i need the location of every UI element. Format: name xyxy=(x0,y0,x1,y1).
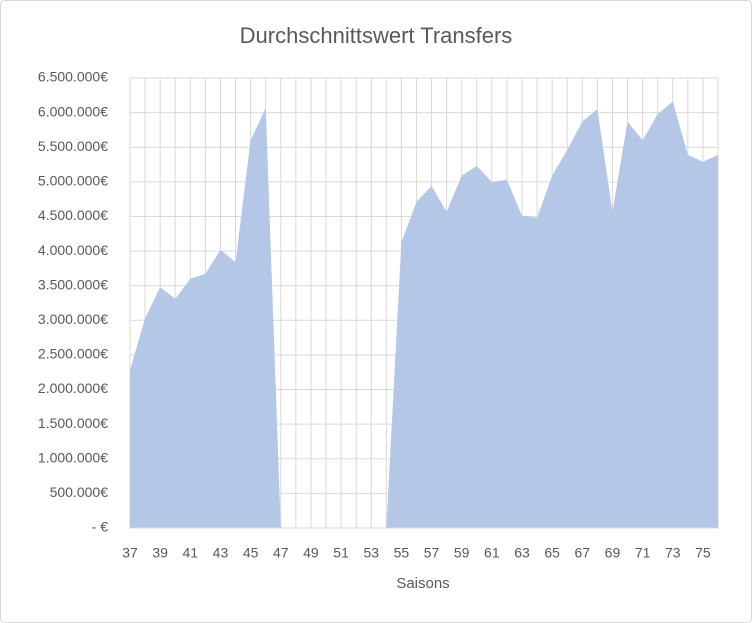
y-tick-label: 1.500.000€ xyxy=(38,415,108,431)
x-tick-label: 41 xyxy=(183,545,199,561)
x-tick-label: 65 xyxy=(544,545,560,561)
area xyxy=(130,101,718,529)
y-tick-label: 1.000.000€ xyxy=(38,449,108,465)
y-tick-label: 3.500.000€ xyxy=(38,276,108,292)
x-tick-label: 63 xyxy=(514,545,530,561)
y-tick-label: 3.000.000€ xyxy=(38,311,108,327)
x-tick-label: 39 xyxy=(152,545,168,561)
y-tick-label: 2.500.000€ xyxy=(38,346,108,362)
y-tick-label: 2.000.000€ xyxy=(38,380,108,396)
x-tick-label: 45 xyxy=(243,545,259,561)
x-tick-label: 71 xyxy=(635,545,651,561)
y-tick-label: 500.000€ xyxy=(50,484,109,500)
y-tick-label: - € xyxy=(92,519,109,535)
x-axis-label: Saisons xyxy=(396,575,449,592)
x-tick-label: 47 xyxy=(273,545,289,561)
x-tick-label: 57 xyxy=(424,545,440,561)
y-tick-label: 4.000.000€ xyxy=(38,242,108,258)
y-tick-label: 6.500.000€ xyxy=(38,69,108,85)
x-tick-label: 73 xyxy=(665,545,681,561)
y-tick-label: 6.000.000€ xyxy=(38,103,108,119)
y-tick-label: 5.500.000€ xyxy=(38,138,108,154)
x-tick-label: 37 xyxy=(122,545,138,561)
x-tick-label: 59 xyxy=(454,545,470,561)
x-tick-label: 67 xyxy=(575,545,591,561)
y-tick-label: 5.000.000€ xyxy=(38,173,108,189)
x-tick-label: 53 xyxy=(363,545,379,561)
x-tick-label: 61 xyxy=(484,545,500,561)
x-tick-label: 43 xyxy=(213,545,229,561)
x-tick-label: 49 xyxy=(303,545,319,561)
x-tick-label: 75 xyxy=(695,545,711,561)
x-tick-label: 69 xyxy=(605,545,621,561)
chart-title: Durchschnittswert Transfers xyxy=(240,23,513,48)
y-tick-label: 4.500.000€ xyxy=(38,207,108,223)
x-tick-label: 55 xyxy=(394,545,410,561)
x-tick-label: 51 xyxy=(333,545,349,561)
